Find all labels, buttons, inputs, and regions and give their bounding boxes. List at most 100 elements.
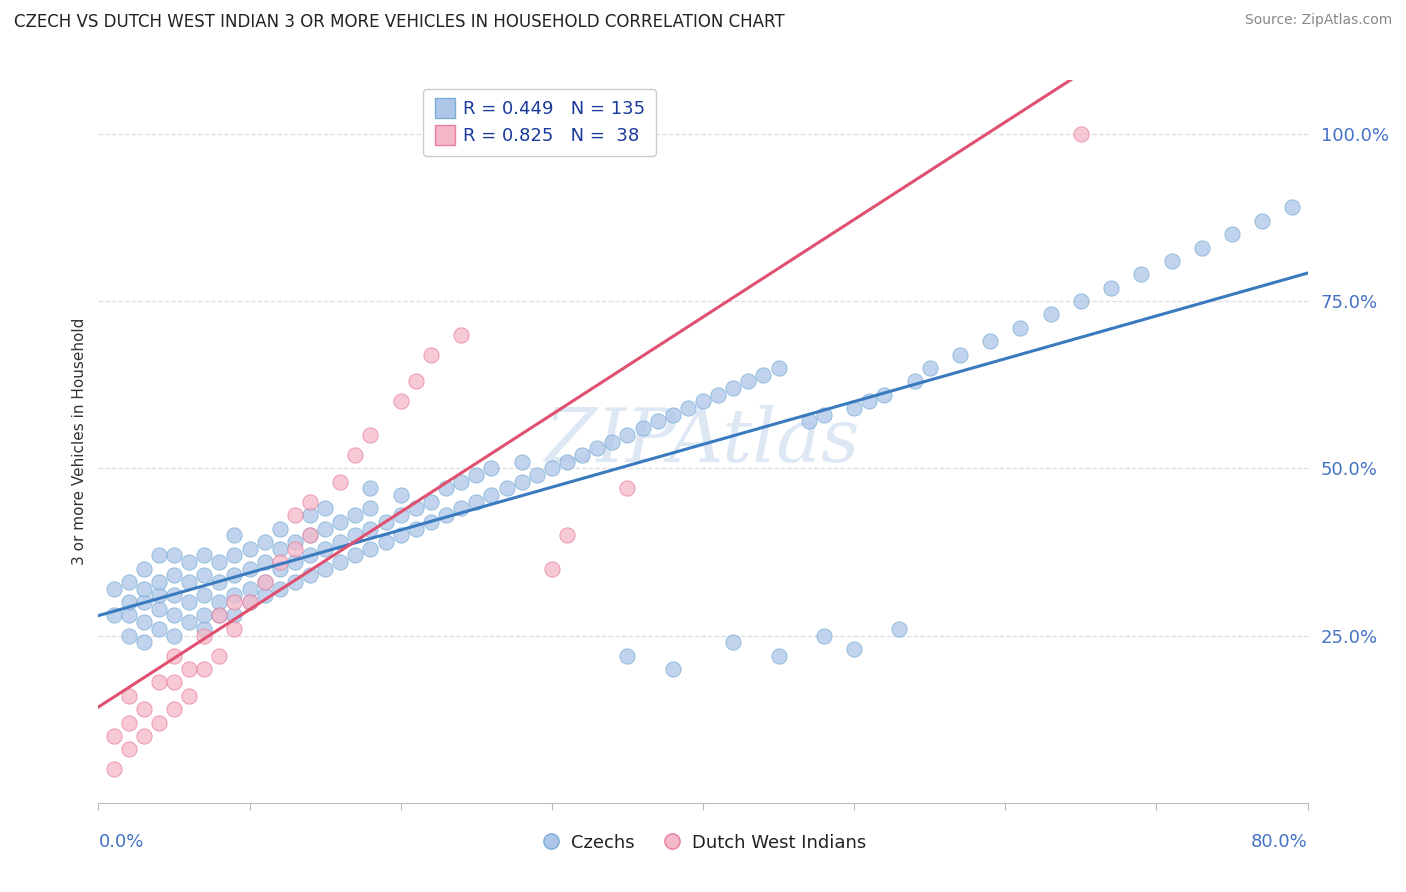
Text: 0.0%: 0.0% xyxy=(98,833,143,851)
Point xyxy=(661,408,683,422)
Point xyxy=(314,501,336,516)
Point xyxy=(224,568,246,582)
Point xyxy=(299,528,322,542)
Point xyxy=(179,689,201,703)
Text: ZIPAtlas: ZIPAtlas xyxy=(546,405,860,478)
Point xyxy=(344,508,367,523)
Point xyxy=(555,455,578,469)
Point xyxy=(284,555,307,569)
Point xyxy=(193,662,215,676)
Point xyxy=(434,508,457,523)
Point xyxy=(118,628,141,642)
Text: CZECH VS DUTCH WEST INDIAN 3 OR MORE VEHICLES IN HOUSEHOLD CORRELATION CHART: CZECH VS DUTCH WEST INDIAN 3 OR MORE VEH… xyxy=(14,13,785,31)
Point xyxy=(434,482,457,496)
Point xyxy=(132,582,155,596)
Point xyxy=(148,589,170,603)
Point xyxy=(224,589,246,603)
Point xyxy=(329,534,352,549)
Point xyxy=(420,494,443,508)
Point xyxy=(450,327,472,342)
Point xyxy=(979,334,1001,349)
Point xyxy=(253,575,276,590)
Point xyxy=(949,348,972,362)
Point xyxy=(314,562,336,576)
Point xyxy=(163,628,186,642)
Point xyxy=(616,427,638,442)
Point xyxy=(405,375,427,389)
Point xyxy=(132,615,155,630)
Point xyxy=(389,394,412,409)
Point xyxy=(224,528,246,542)
Point xyxy=(193,622,215,636)
Point xyxy=(118,608,141,623)
Point xyxy=(1251,214,1274,228)
Point xyxy=(329,515,352,529)
Point xyxy=(360,521,382,535)
Point xyxy=(284,575,307,590)
Point xyxy=(224,595,246,609)
Point xyxy=(1281,201,1303,215)
Text: 80.0%: 80.0% xyxy=(1251,833,1308,851)
Point xyxy=(163,608,186,623)
Point xyxy=(253,575,276,590)
Point xyxy=(389,488,412,502)
Point xyxy=(239,562,262,576)
Point xyxy=(179,615,201,630)
Point xyxy=(239,595,262,609)
Point xyxy=(163,675,186,690)
Point xyxy=(239,582,262,596)
Point xyxy=(389,508,412,523)
Point xyxy=(360,482,382,496)
Point xyxy=(873,387,896,401)
Point xyxy=(1039,307,1062,322)
Point xyxy=(360,427,382,442)
Point xyxy=(132,635,155,649)
Point xyxy=(193,548,215,563)
Point xyxy=(616,648,638,663)
Point xyxy=(299,548,322,563)
Point xyxy=(314,541,336,556)
Point xyxy=(420,515,443,529)
Point xyxy=(344,528,367,542)
Point xyxy=(103,729,125,743)
Point xyxy=(360,501,382,516)
Point xyxy=(616,482,638,496)
Point xyxy=(208,575,231,590)
Point xyxy=(344,448,367,462)
Point xyxy=(1220,227,1243,242)
Point xyxy=(692,394,714,409)
Point xyxy=(239,541,262,556)
Point xyxy=(495,482,517,496)
Text: Source: ZipAtlas.com: Source: ZipAtlas.com xyxy=(1244,13,1392,28)
Point xyxy=(768,361,790,376)
Y-axis label: 3 or more Vehicles in Household: 3 or more Vehicles in Household xyxy=(72,318,87,566)
Point xyxy=(299,494,322,508)
Point xyxy=(179,575,201,590)
Point xyxy=(360,541,382,556)
Point xyxy=(269,562,291,576)
Point xyxy=(723,635,745,649)
Point xyxy=(118,595,141,609)
Point xyxy=(208,648,231,663)
Point xyxy=(269,582,291,596)
Point xyxy=(555,528,578,542)
Point xyxy=(179,662,201,676)
Point xyxy=(405,521,427,535)
Point xyxy=(465,494,488,508)
Point xyxy=(208,608,231,623)
Point xyxy=(586,442,609,455)
Point xyxy=(314,521,336,535)
Point xyxy=(118,742,141,756)
Point xyxy=(1070,127,1092,141)
Point xyxy=(450,475,472,489)
Point xyxy=(844,642,866,657)
Point xyxy=(450,501,472,516)
Point xyxy=(253,555,276,569)
Point xyxy=(344,548,367,563)
Point xyxy=(1010,321,1032,335)
Point xyxy=(148,548,170,563)
Point xyxy=(797,414,820,429)
Point xyxy=(208,608,231,623)
Point xyxy=(571,448,593,462)
Point xyxy=(284,508,307,523)
